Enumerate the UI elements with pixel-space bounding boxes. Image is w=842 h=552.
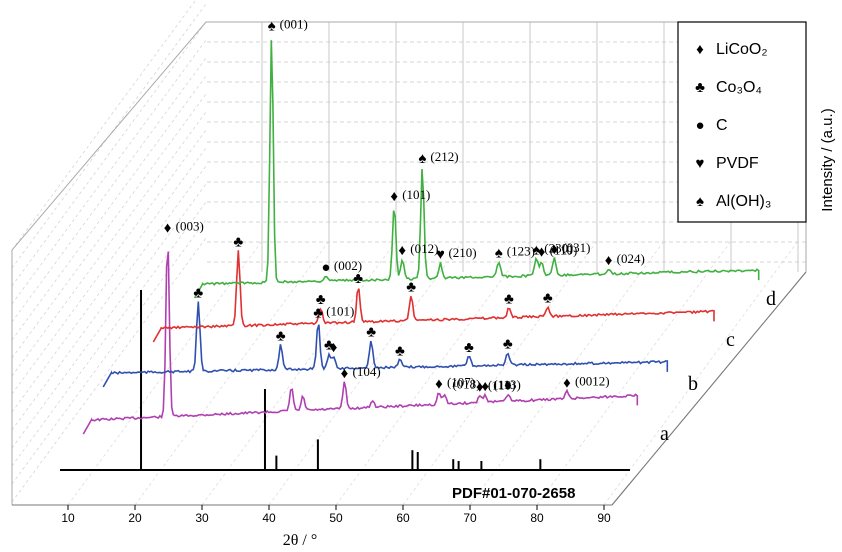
x-axis-label: 2θ / ° [283, 532, 318, 549]
y-axis-label: Intensity / (a.u.) [819, 108, 836, 211]
peak-marker: ♦ [481, 378, 489, 395]
legend-symbol: ♠ [696, 193, 704, 210]
x-tick-label: 30 [195, 511, 209, 525]
peak-marker: ♣ [233, 234, 243, 251]
legend-label: PVDF [716, 155, 759, 172]
peak-label: (212) [430, 149, 458, 164]
plot-frame [11, 21, 807, 506]
peak-marker: ♣ [503, 336, 513, 353]
peak-marker: ♣ [193, 284, 203, 301]
x-tick-label: 10 [61, 511, 75, 525]
peak-marker: ♣ [395, 343, 405, 360]
legend-label: Co₃O₄ [716, 79, 762, 96]
series-b-label: b [688, 373, 698, 395]
reference-label: PDF#01-070-2658 [452, 485, 575, 502]
peak-marker: ♣ [324, 337, 334, 354]
legend: ♦ LiCoO₂ ♣ Co₃O₄ ● C ♥ PVDF ♠ Al(OH)₃ [677, 21, 807, 223]
peak-marker: ♦ [551, 241, 559, 258]
peak-marker: ♣ [353, 270, 363, 287]
peak-marker: ● [321, 259, 330, 276]
x-tick-label: 80 [530, 511, 544, 525]
legend-label: C [716, 117, 728, 134]
x-tick-label: 20 [128, 511, 142, 525]
peak-label: (101) [326, 303, 354, 318]
series-b-line [102, 301, 669, 388]
peak-marker: ♣ [366, 323, 376, 340]
series-d-label: d [766, 288, 776, 310]
series-a-line [82, 251, 639, 435]
peak-marker: ♦ [605, 252, 613, 269]
peak-label: (001) [280, 16, 308, 31]
peak-label: (0012) [575, 373, 610, 388]
peak-marker: ♦ [563, 374, 571, 391]
peak-label: (104) [353, 364, 381, 379]
peak-label: (123) [507, 244, 535, 259]
peak-label: (003) [176, 219, 204, 234]
legend-symbol: ♥ [696, 155, 705, 172]
peak-marker: ♠ [495, 245, 503, 262]
peak-marker: ♣ [543, 289, 553, 306]
legend-label: Al(OH)₃ [716, 193, 771, 210]
peak-marker: ♦ [504, 377, 512, 394]
peak-marker: ♦ [476, 378, 484, 395]
peak-marker: ♣ [316, 291, 326, 308]
peak-marker: ♥ [436, 246, 445, 263]
peak-marker: ♦ [390, 188, 398, 205]
peak-label: (012) [410, 241, 438, 256]
legend-symbol: ♣ [695, 79, 705, 96]
peak-label: (210) [448, 245, 476, 260]
peak-label: (031) [562, 240, 590, 255]
series-c-line [152, 250, 715, 343]
peak-marker: ♦ [398, 242, 406, 259]
x-tick-label: 50 [329, 511, 343, 525]
peak-label: (230) [544, 240, 572, 255]
legend-symbol: ● [695, 117, 704, 134]
series-a-label: a [660, 423, 669, 445]
peak-marker: ♣ [464, 339, 474, 356]
peak-marker: ♠ [532, 241, 540, 258]
peak-marker: ♠ [418, 150, 426, 167]
peak-marker: ♠ [268, 17, 276, 34]
peak-label: (113) [493, 377, 521, 392]
peak-label: (024) [617, 251, 645, 266]
x-tick-label: 60 [396, 511, 410, 525]
peak-label: (101) [402, 187, 430, 202]
legend-label: LiCoO₂ [716, 41, 768, 58]
peak-label: (018) [452, 377, 480, 392]
peak-label: (110) [488, 377, 516, 392]
peak-marker: ♦ [330, 339, 338, 356]
peak-label: (107) [447, 374, 475, 389]
legend-symbol: ♦ [696, 41, 704, 58]
x-tick-label: 40 [262, 511, 276, 525]
peak-label: (002) [334, 258, 362, 273]
x-tick-label: 70 [463, 511, 477, 525]
peak-markers: ♦ (003)♦ (104)♦ (107)(018)♦ (110)♦ (113)♦ ♦ (00… [164, 16, 645, 395]
peak-marker: ♦ [164, 220, 172, 237]
peak-marker: ♣ [276, 328, 286, 345]
peak-marker: ♣ [313, 304, 323, 321]
reference-pattern [60, 290, 630, 471]
series-d-line [193, 40, 760, 299]
peak-marker: ♦ [435, 375, 443, 392]
series-curves: a b c d [82, 40, 776, 445]
x-axis: 10 20 30 40 50 60 70 80 90 [61, 505, 611, 525]
x-tick-label: 90 [597, 511, 611, 525]
series-c-label: c [726, 329, 735, 351]
peak-marker: ♣ [406, 279, 416, 296]
peak-marker: ♣ [504, 291, 514, 308]
peak-label: (110) [550, 243, 578, 258]
peak-marker: ♦ [538, 244, 546, 261]
peak-marker: ♦ [341, 365, 349, 382]
